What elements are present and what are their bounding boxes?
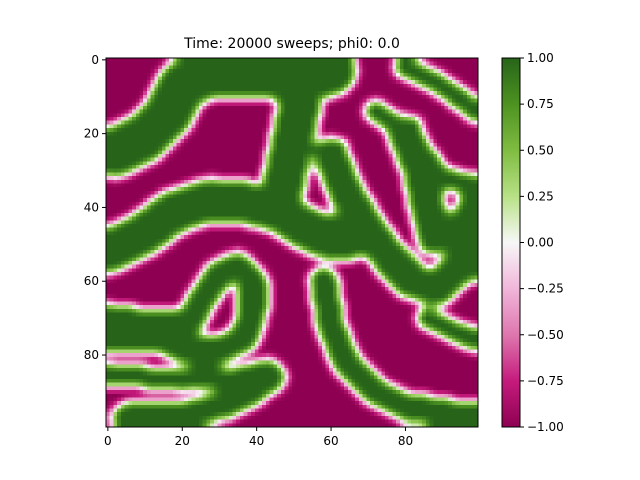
- colorbar-ticks: 1.00 0.75 0.50 0.25 0.00 −0.25 −0.50 −0.75 −1.00: [520, 51, 564, 434]
- colorbar: 1.00 0.75 0.50 0.25 0.00 −0.25 −0.50 −0.75 −1.00: [501, 51, 564, 434]
- colorbar-tick-label: −1.00: [527, 420, 564, 434]
- x-tick-label: 80: [398, 434, 413, 448]
- y-tick-label: 80: [84, 348, 99, 362]
- x-tick-label: 0: [104, 434, 112, 448]
- chart-title: Time: 20000 sweeps; phi0: 0.0: [183, 36, 400, 52]
- colorbar-tick-label: −0.50: [527, 328, 564, 342]
- y-tick-label: 60: [84, 274, 99, 288]
- heatmap-image: [106, 58, 478, 427]
- y-tick-label: 20: [84, 127, 99, 141]
- x-tick-label: 40: [249, 434, 264, 448]
- colorbar-tick-label: 0.75: [527, 97, 554, 111]
- colorbar-tick-label: 1.00: [527, 51, 554, 65]
- colorbar-tick-label: 0.25: [527, 189, 554, 203]
- y-tick-label: 0: [91, 53, 99, 67]
- colorbar-tick-label: 0.00: [527, 236, 554, 250]
- colorbar-tick-label: −0.25: [527, 282, 564, 296]
- x-tick-label: 20: [175, 434, 190, 448]
- plot-frame: [105, 57, 479, 428]
- colorbar-tick-label: 0.50: [527, 143, 554, 157]
- y-tick-label: 40: [84, 200, 99, 214]
- x-axis-ticks: 0 20 40 60 80: [104, 427, 413, 448]
- plot-area: 0 20 40 60 80 0 20 40 60 80: [84, 53, 479, 448]
- colorbar-tick-label: −0.75: [527, 374, 564, 388]
- y-axis-ticks: 0 20 40 60 80: [84, 53, 106, 362]
- x-tick-label: 60: [323, 434, 338, 448]
- colorbar-gradient: [502, 58, 520, 427]
